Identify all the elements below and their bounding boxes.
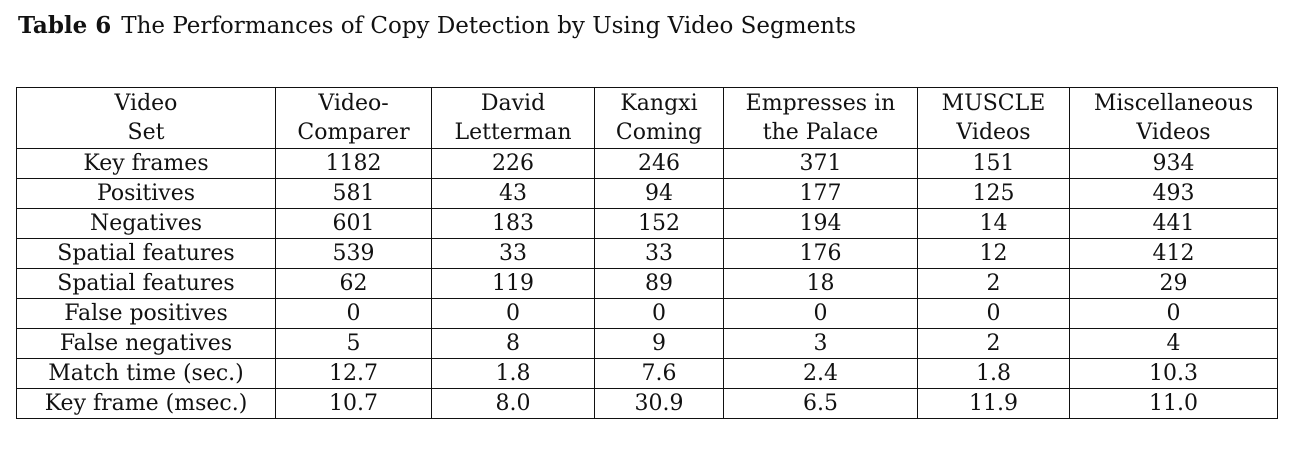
table-cell: 62 [275, 268, 432, 299]
table-cell: 934 [1069, 148, 1278, 179]
table-cell: 12 [917, 238, 1070, 269]
row-label: Positives [16, 178, 276, 209]
table-cell: 0 [723, 298, 918, 329]
table-cell: 4 [1069, 328, 1278, 359]
table-cell: 10.7 [275, 388, 432, 419]
column-header: Video- Comparer [275, 87, 432, 149]
table-cell: 14 [917, 208, 1070, 239]
column-header: MUSCLE Videos [917, 87, 1070, 149]
table-cell: 0 [431, 298, 595, 329]
table-cell: 29 [1069, 268, 1278, 299]
table-header-row: Video Set Video- Comparer David Letterman K… [16, 87, 1278, 149]
table-cell: 246 [594, 148, 724, 179]
table-cell: 3 [723, 328, 918, 359]
table-cell: 441 [1069, 208, 1278, 239]
table-cell: 6.5 [723, 388, 918, 419]
table-cell: 125 [917, 178, 1070, 209]
table-cell: 177 [723, 178, 918, 209]
table-cell: 89 [594, 268, 724, 299]
table-cell: 33 [431, 238, 595, 269]
table-caption: Table 6 The Performances of Copy Detectio… [18, 12, 856, 39]
table-cell: 43 [431, 178, 595, 209]
table-cell: 33 [594, 238, 724, 269]
table-cell: 183 [431, 208, 595, 239]
table-cell: 176 [723, 238, 918, 269]
row-label: False positives [16, 298, 276, 329]
table-cell: 2.4 [723, 358, 918, 389]
table-cell: 1.8 [431, 358, 595, 389]
table-row: False negatives 5 8 9 3 2 4 [16, 328, 1278, 359]
table-caption-text: The Performances of Copy Detection by Us… [121, 13, 857, 39]
table-cell: 94 [594, 178, 724, 209]
table-cell: 0 [1069, 298, 1278, 329]
column-header: Video Set [16, 87, 276, 149]
table-cell: 1.8 [917, 358, 1070, 389]
table-cell: 0 [275, 298, 432, 329]
table-cell: 539 [275, 238, 432, 269]
table-cell: 371 [723, 148, 918, 179]
column-header: Empresses in the Palace [723, 87, 918, 149]
table-cell: 412 [1069, 238, 1278, 269]
table-cell: 0 [594, 298, 724, 329]
table-cell: 0 [917, 298, 1070, 329]
table-cell: 151 [917, 148, 1070, 179]
table-row: False positives 0 0 0 0 0 0 [16, 298, 1278, 329]
table-row: Spatial features 539 33 33 176 12 412 [16, 238, 1278, 269]
table-cell: 12.7 [275, 358, 432, 389]
column-header: David Letterman [431, 87, 595, 149]
table-cell: 11.0 [1069, 388, 1278, 419]
table-cell: 11.9 [917, 388, 1070, 419]
row-label: Key frames [16, 148, 276, 179]
column-header: Kangxi Coming [594, 87, 724, 149]
table-cell: 7.6 [594, 358, 724, 389]
row-label: Spatial features [16, 268, 276, 299]
table-cell: 152 [594, 208, 724, 239]
table-row: Positives 581 43 94 177 125 493 [16, 178, 1278, 209]
row-label: Negatives [16, 208, 276, 239]
table-cell: 226 [431, 148, 595, 179]
row-label: Spatial features [16, 238, 276, 269]
table-cell: 8 [431, 328, 595, 359]
table-cell: 493 [1069, 178, 1278, 209]
table-row: Negatives 601 183 152 194 14 441 [16, 208, 1278, 239]
table-cell: 194 [723, 208, 918, 239]
table-row: Match time (sec.) 12.7 1.8 7.6 2.4 1.8 1… [16, 358, 1278, 389]
row-label: False negatives [16, 328, 276, 359]
table-row: Key frames 1182 226 246 371 151 934 [16, 148, 1278, 179]
table-cell: 8.0 [431, 388, 595, 419]
table-cell: 1182 [275, 148, 432, 179]
table-cell: 2 [917, 328, 1070, 359]
performance-table: Video Set Video- Comparer David Letterman K… [16, 87, 1278, 419]
table-cell: 119 [431, 268, 595, 299]
column-header: Miscellaneous Videos [1069, 87, 1278, 149]
table-row: Key frame (msec.) 10.7 8.0 30.9 6.5 11.9… [16, 388, 1278, 419]
table-cell: 2 [917, 268, 1070, 299]
table-cell: 5 [275, 328, 432, 359]
table-cell: 601 [275, 208, 432, 239]
table-cell: 9 [594, 328, 724, 359]
table-caption-label: Table 6 [18, 12, 112, 39]
table-row: Spatial features 62 119 89 18 2 29 [16, 268, 1278, 299]
row-label: Match time (sec.) [16, 358, 276, 389]
table-cell: 10.3 [1069, 358, 1278, 389]
row-label: Key frame (msec.) [16, 388, 276, 419]
table-cell: 581 [275, 178, 432, 209]
table-cell: 30.9 [594, 388, 724, 419]
table-cell: 18 [723, 268, 918, 299]
